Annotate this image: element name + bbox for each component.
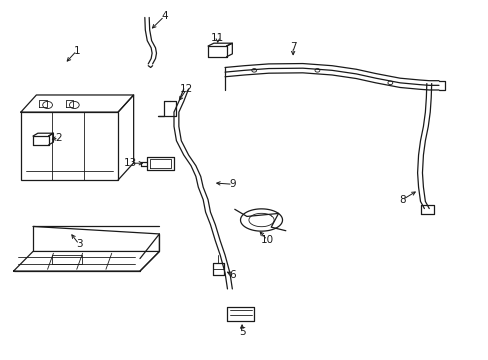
Text: 10: 10 (260, 235, 273, 245)
Text: 4: 4 (161, 12, 167, 21)
Text: 1: 1 (73, 46, 80, 56)
Text: 9: 9 (229, 179, 236, 189)
Text: 2: 2 (55, 133, 62, 143)
Text: 13: 13 (123, 158, 137, 168)
Text: 11: 11 (211, 33, 224, 43)
Text: 7: 7 (289, 42, 296, 52)
Bar (21, 112, 118, 180)
Text: 3: 3 (76, 239, 82, 249)
Text: 5: 5 (238, 327, 245, 337)
Text: 6: 6 (228, 270, 235, 280)
Text: 8: 8 (398, 195, 405, 204)
Text: 12: 12 (180, 84, 193, 94)
